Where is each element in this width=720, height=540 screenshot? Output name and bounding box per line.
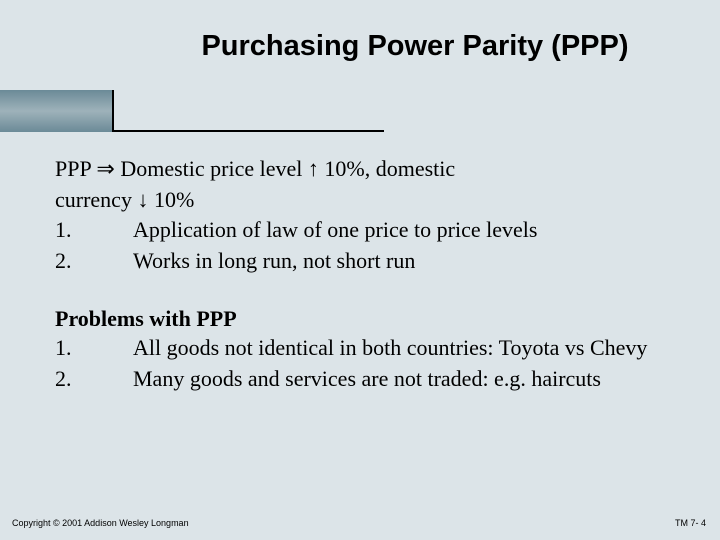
footer-copyright: Copyright © 2001 Addison Wesley Longman — [12, 518, 189, 528]
list-number: 1. — [55, 216, 133, 245]
list-number: 2. — [55, 365, 133, 394]
list-number: 1. — [55, 334, 133, 363]
problems-heading: Problems with PPP — [55, 305, 690, 334]
lead-text: Domestic price level — [115, 156, 308, 181]
implies-icon: ⇒ — [96, 156, 114, 181]
up-arrow-icon: ↑ — [308, 156, 319, 181]
slide: Purchasing Power Parity (PPP) PPP ⇒ Dome… — [0, 0, 720, 540]
lead-line-1: PPP ⇒ Domestic price level ↑ 10%, domest… — [55, 155, 690, 184]
lead-text: 10%, domestic — [319, 156, 455, 181]
list-item: 1. All goods not identical in both count… — [55, 334, 647, 363]
decorator-bar — [0, 90, 112, 132]
decorator-vertical-line — [112, 90, 114, 132]
lead-text: PPP — [55, 156, 96, 181]
list-number: 2. — [55, 247, 133, 276]
lead-text: currency — [55, 187, 137, 212]
lead-text: 10% — [148, 187, 194, 212]
decorator-horizontal-line — [112, 130, 384, 132]
down-arrow-icon: ↓ — [137, 187, 148, 212]
list-item: 2. Works in long run, not short run — [55, 247, 415, 276]
content-area: PPP ⇒ Domestic price level ↑ 10%, domest… — [55, 155, 690, 395]
list-text: All goods not identical in both countrie… — [133, 334, 647, 363]
slide-title: Purchasing Power Parity (PPP) — [0, 0, 720, 63]
list-text: Many goods and services are not traded: … — [133, 365, 601, 394]
list-item: 1. Application of law of one price to pr… — [55, 216, 537, 245]
list-text: Application of law of one price to price… — [133, 216, 537, 245]
lead-line-2: currency ↓ 10% — [55, 186, 690, 215]
footer-page-number: TM 7- 4 — [675, 518, 706, 528]
list-item: 2. Many goods and services are not trade… — [55, 365, 601, 394]
list-text: Works in long run, not short run — [133, 247, 415, 276]
section-spacer — [55, 277, 690, 305]
